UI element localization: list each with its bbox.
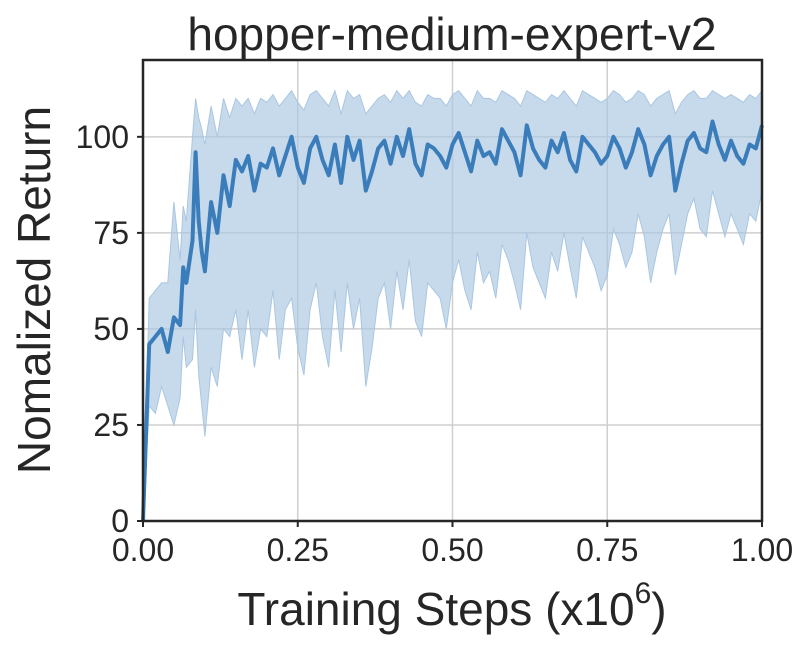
axis-ticks: 0.00 0.25 0.50 0.75 1.00 0 25 50 75 100	[76, 119, 794, 568]
x-tick-label: 0.50	[421, 532, 483, 568]
y-axis-label: Nomalized Return	[8, 106, 60, 474]
x-axis-label: Training Steps (x106)	[237, 577, 666, 635]
mean-return-line	[141, 119, 764, 522]
y-tick-label: 25	[93, 407, 129, 443]
y-tick-label: 0	[111, 503, 129, 539]
x-tick-label: 0.25	[267, 532, 329, 568]
y-tick-label: 75	[93, 215, 129, 251]
chart-title: hopper-medium-expert-v2	[187, 8, 716, 60]
x-tick-label: 0.00	[112, 532, 174, 568]
y-tick-label: 100	[76, 119, 129, 155]
x-tick-label: 0.75	[576, 532, 638, 568]
x-tick-label: 1.00	[731, 532, 793, 568]
y-tick-label: 50	[93, 311, 129, 347]
